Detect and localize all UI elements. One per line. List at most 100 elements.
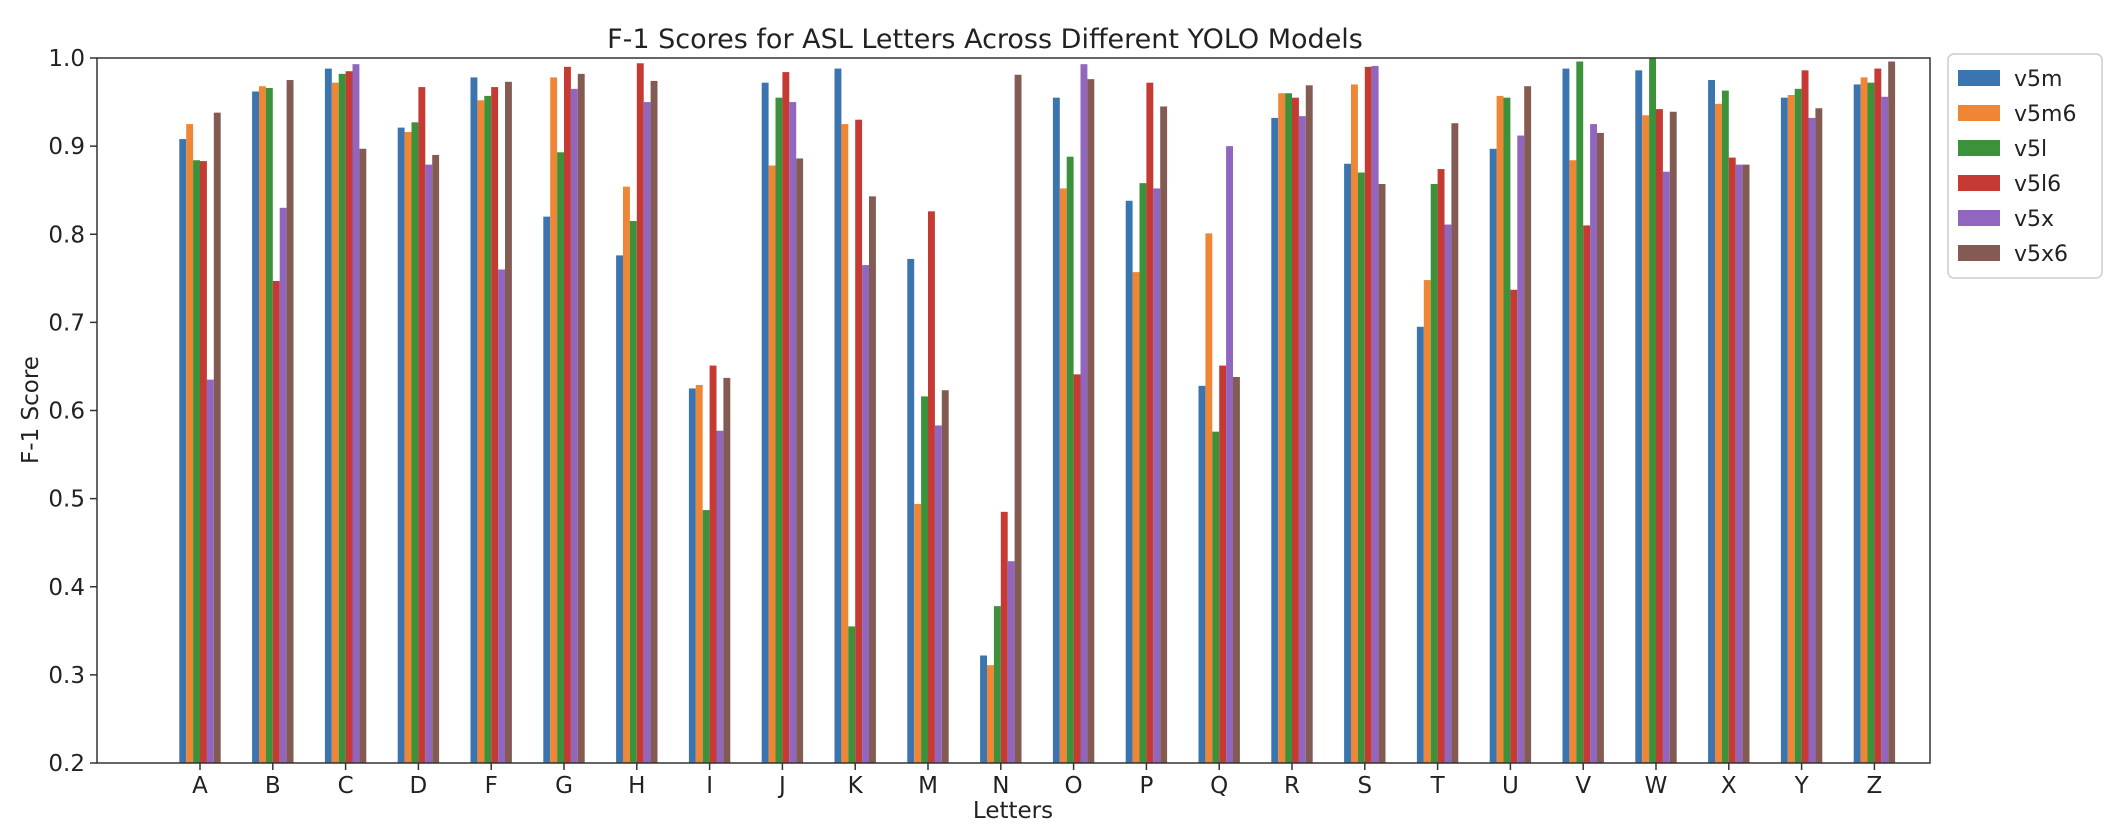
bar-v5l-D (411, 122, 419, 763)
bar-v5x6-H (650, 80, 658, 763)
bar-v5l-J (775, 97, 783, 763)
bar-v5l-Y (1794, 88, 1802, 764)
bar-v5m6-M (914, 503, 922, 763)
bar-v5x6-T (1451, 123, 1459, 763)
bar-v5l6-Z (1874, 68, 1882, 763)
bar-v5l6-K (855, 119, 863, 763)
bar-v5l-X (1721, 90, 1729, 764)
bar-v5l-C (338, 73, 346, 764)
bar-v5l-R (1285, 93, 1292, 763)
bar-v5m6-T (1423, 280, 1431, 763)
y-tick-label: 0.4 (48, 575, 85, 601)
legend-swatch-v5m6 (1958, 105, 2000, 121)
bar-v5l6-F (491, 87, 499, 763)
bar-v5m6-P (1132, 272, 1140, 763)
x-tick-label-H: H (628, 773, 645, 799)
y-tick-label: 0.6 (48, 399, 85, 425)
y-tick-label: 1.0 (48, 46, 85, 72)
x-tick-label-Z: Z (1867, 773, 1883, 799)
bar-v5x6-Q (1233, 377, 1240, 763)
bar-v5x6-J (796, 158, 804, 763)
bar-v5x-J (789, 102, 797, 763)
bar-v5l-Z (1867, 82, 1875, 764)
bar-v5l-B (265, 87, 273, 763)
bar-v5x-M (934, 425, 942, 763)
bar-v5l6-W (1656, 109, 1663, 764)
bar-v5m-W (1635, 70, 1643, 764)
bar-v5x6-Z (1888, 61, 1896, 763)
bar-v5m6-U (1496, 95, 1504, 763)
bar-v5l-Q (1212, 431, 1220, 763)
bar-v5x-S (1371, 65, 1379, 764)
bar-v5m-B (252, 91, 259, 764)
bar-v5x6-W (1669, 111, 1677, 763)
bar-v5l6-A (200, 161, 207, 764)
bar-v5l-M (921, 396, 928, 763)
bar-v5l-U (1503, 97, 1511, 763)
bar-v5x-P (1153, 188, 1161, 763)
y-tick-label: 0.2 (48, 751, 85, 777)
bar-v5m-P (1125, 200, 1133, 763)
legend-label-v5m6: v5m6 (2014, 102, 2076, 127)
bar-v5l6-X (1728, 157, 1736, 763)
bar-v5m6-G (550, 77, 558, 763)
bar-v5x6-A (213, 112, 221, 763)
bar-v5m6-Q (1205, 233, 1213, 763)
legend-swatch-v5m (1958, 70, 2000, 86)
bar-v5l6-V (1583, 225, 1591, 763)
bar-v5x-R (1298, 116, 1306, 763)
bar-v5m6-V (1569, 160, 1577, 764)
y-axis: 0.2 0.3 0.4 0.5 0.6 0.7 0.8 0.9 1.0 (48, 46, 97, 777)
bar-v5x-B (279, 207, 287, 763)
legend: v5m v5m6 v5l v5l6 v5x v5x6 (1947, 53, 2103, 279)
bar-v5l6-T (1437, 169, 1445, 764)
x-tick-label-P: P (1139, 773, 1153, 799)
bar-v5l6-N (1000, 511, 1008, 763)
bar-v5x6-K (869, 196, 876, 764)
bar-v5m-U (1489, 148, 1497, 763)
bar-v5l-S (1357, 172, 1365, 763)
bar-v5m-R (1271, 117, 1279, 764)
bar-v5x6-O (1087, 79, 1095, 763)
bar-v5l6-U (1510, 289, 1518, 763)
legend-label-v5x6: v5x6 (2014, 242, 2068, 267)
bar-v5m6-Y (1787, 95, 1795, 763)
x-tick-label-S: S (1357, 773, 1372, 799)
bar-v5l-V (1576, 61, 1584, 763)
bar-v5x-Z (1881, 96, 1889, 763)
x-tick-label-G: G (555, 773, 573, 799)
bar-v5x6-S (1378, 184, 1386, 763)
bar-v5m-X (1708, 80, 1715, 763)
bar-v5x-O (1080, 64, 1088, 764)
bar-v5x6-I (723, 377, 731, 763)
bar-v5l-K (848, 626, 856, 763)
bar-v5m6-A (186, 124, 194, 764)
legend-label-v5l6: v5l6 (2014, 172, 2061, 197)
bar-v5m6-Z (1860, 77, 1868, 763)
x-tick-label-X: X (1721, 773, 1737, 799)
bar-v5m-D (397, 127, 405, 764)
bar-v5l-N (993, 606, 1001, 763)
bar-v5m6-K (841, 124, 849, 764)
bar-v5x-I (716, 430, 724, 763)
bar-v5x-X (1735, 164, 1743, 763)
bar-v5x6-F (505, 81, 512, 764)
bar-v5m6-B (259, 86, 266, 763)
bar-v5l-O (1066, 156, 1074, 763)
y-axis-label: F-1 Score (18, 356, 44, 464)
bar-v5l6-D (418, 87, 426, 763)
x-axis-label: Letters (973, 798, 1053, 824)
x-tick-label-T: T (1430, 773, 1446, 799)
x-tick-label-J: J (777, 773, 786, 799)
bar-v5l-H (629, 221, 637, 763)
bar-v5m-H (616, 255, 623, 763)
bar-v5x6-P (1160, 106, 1168, 764)
bar-v5m6-R (1278, 93, 1286, 763)
x-tick-label-F: F (485, 773, 498, 799)
bar-v5x-T (1444, 224, 1452, 763)
bar-v5m6-N (987, 665, 994, 763)
x-tick-label-M: M (918, 773, 938, 799)
bar-v5x6-M (941, 390, 949, 763)
bar-v5m6-F (477, 100, 485, 764)
